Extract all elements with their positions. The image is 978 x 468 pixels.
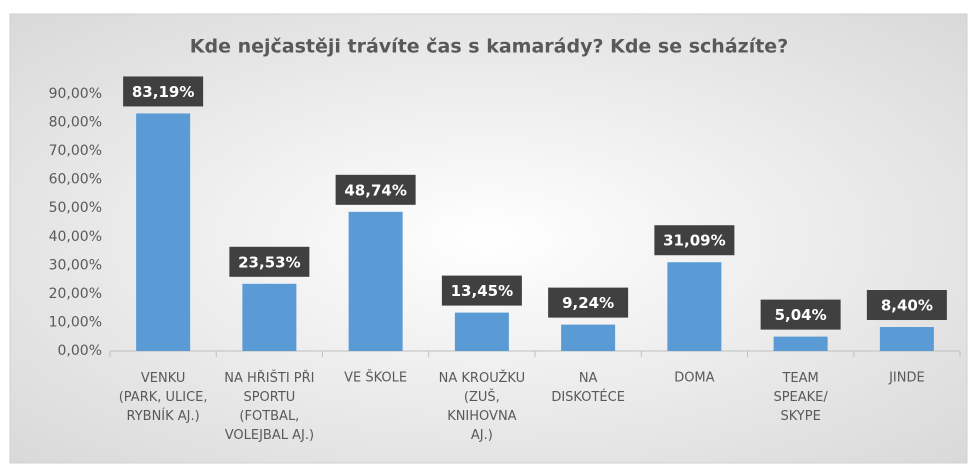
- x-tick-label: TEAM SPEAKE/SKYPE: [773, 371, 828, 424]
- bar: [242, 283, 297, 351]
- data-label-box: [654, 225, 735, 256]
- x-tick-label: NA HŘIŠTI PŘI SPORTU (FOTBAL, VOLEJBAL AJ.): [224, 370, 314, 443]
- chart-title: Kde nejčastěji trávíte čas s kamarády? K…: [190, 36, 788, 58]
- data-label: 9,24%: [562, 294, 614, 312]
- y-tick-label: 30,00%: [49, 257, 102, 273]
- data-label-box: [441, 275, 522, 306]
- bar: [667, 262, 722, 351]
- y-tick-label: 60,00%: [49, 172, 102, 188]
- bar: [773, 336, 828, 351]
- bar: [561, 324, 616, 351]
- x-tick-label: VE ŠKOLE: [344, 370, 407, 386]
- y-tick-label: 20,00%: [49, 286, 102, 302]
- data-label: 23,53%: [238, 253, 300, 271]
- y-tick-label: 10,00%: [49, 314, 102, 330]
- data-label-box: [123, 76, 204, 107]
- data-label-box: [548, 287, 629, 318]
- bar: [879, 327, 934, 351]
- data-label-box: [760, 299, 841, 330]
- data-label: 83,19%: [132, 83, 194, 101]
- y-tick-label: 80,00%: [49, 115, 102, 131]
- x-tick-label: JINDE: [888, 371, 925, 386]
- bar: [348, 211, 403, 351]
- x-tick-label: VENKU (PARK, ULICE, RYBNÍK AJ.): [119, 371, 208, 424]
- data-label: 5,04%: [775, 306, 827, 324]
- y-tick-label: 50,00%: [49, 200, 102, 216]
- data-label-box: [866, 290, 947, 321]
- x-tick-label: NA DISKOTÉCE: [551, 371, 625, 405]
- y-tick-label: 70,00%: [49, 143, 102, 159]
- x-tick-label: DOMA: [674, 371, 714, 386]
- data-label-box: [335, 174, 416, 205]
- y-tick-label: 0,00%: [58, 343, 102, 359]
- data-label: 13,45%: [451, 282, 513, 300]
- y-tick-label: 90,00%: [49, 86, 102, 102]
- x-tick-label: NA KROUŽKU (ZUŠ, KNIHOVNA AJ.): [439, 370, 525, 443]
- data-label-box: [229, 246, 310, 277]
- bar: [454, 312, 509, 351]
- data-label: 48,74%: [344, 181, 406, 199]
- bar: [136, 113, 191, 351]
- data-label: 8,40%: [881, 297, 933, 315]
- y-tick-label: 40,00%: [49, 229, 102, 245]
- data-label: 31,09%: [663, 232, 725, 250]
